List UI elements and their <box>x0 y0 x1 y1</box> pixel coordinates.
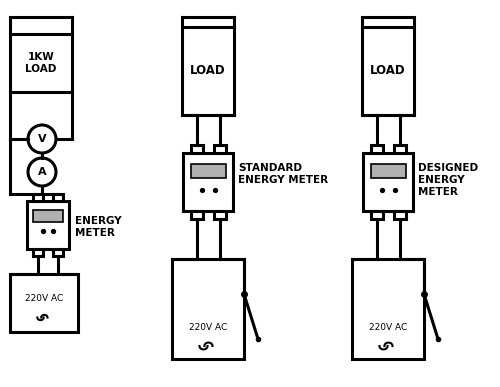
Bar <box>394 211 406 219</box>
Circle shape <box>28 158 56 186</box>
Bar <box>352 259 424 359</box>
Bar <box>34 210 62 222</box>
Circle shape <box>28 125 56 153</box>
Text: 220V AC: 220V AC <box>25 294 63 303</box>
Text: DESIGNED
ENERGY
METER: DESIGNED ENERGY METER <box>418 163 478 197</box>
Bar <box>10 34 72 92</box>
Text: LOAD: LOAD <box>370 65 406 77</box>
Bar <box>370 164 406 178</box>
Bar <box>34 249 43 256</box>
Bar <box>370 145 382 153</box>
Text: STANDARD
ENERGY METER: STANDARD ENERGY METER <box>238 163 328 185</box>
Bar <box>52 249 62 256</box>
Bar <box>363 153 413 211</box>
Bar <box>183 153 233 211</box>
Text: 1KW
LOAD: 1KW LOAD <box>26 52 56 74</box>
Text: 220V AC: 220V AC <box>369 322 407 332</box>
Bar <box>172 259 244 359</box>
Bar <box>190 211 202 219</box>
Text: LOAD: LOAD <box>190 65 226 77</box>
Text: 220V AC: 220V AC <box>189 322 227 332</box>
Bar <box>52 194 62 201</box>
Bar <box>10 274 78 332</box>
Bar <box>34 194 43 201</box>
Bar <box>182 27 234 115</box>
Bar <box>214 145 226 153</box>
Bar <box>394 145 406 153</box>
Text: A: A <box>38 167 46 177</box>
Bar <box>190 145 202 153</box>
Bar <box>27 201 69 249</box>
Bar <box>362 27 414 115</box>
Text: V: V <box>38 134 46 144</box>
Text: ENERGY
METER: ENERGY METER <box>75 216 122 238</box>
Bar <box>190 164 226 178</box>
Bar <box>370 211 382 219</box>
Bar <box>214 211 226 219</box>
